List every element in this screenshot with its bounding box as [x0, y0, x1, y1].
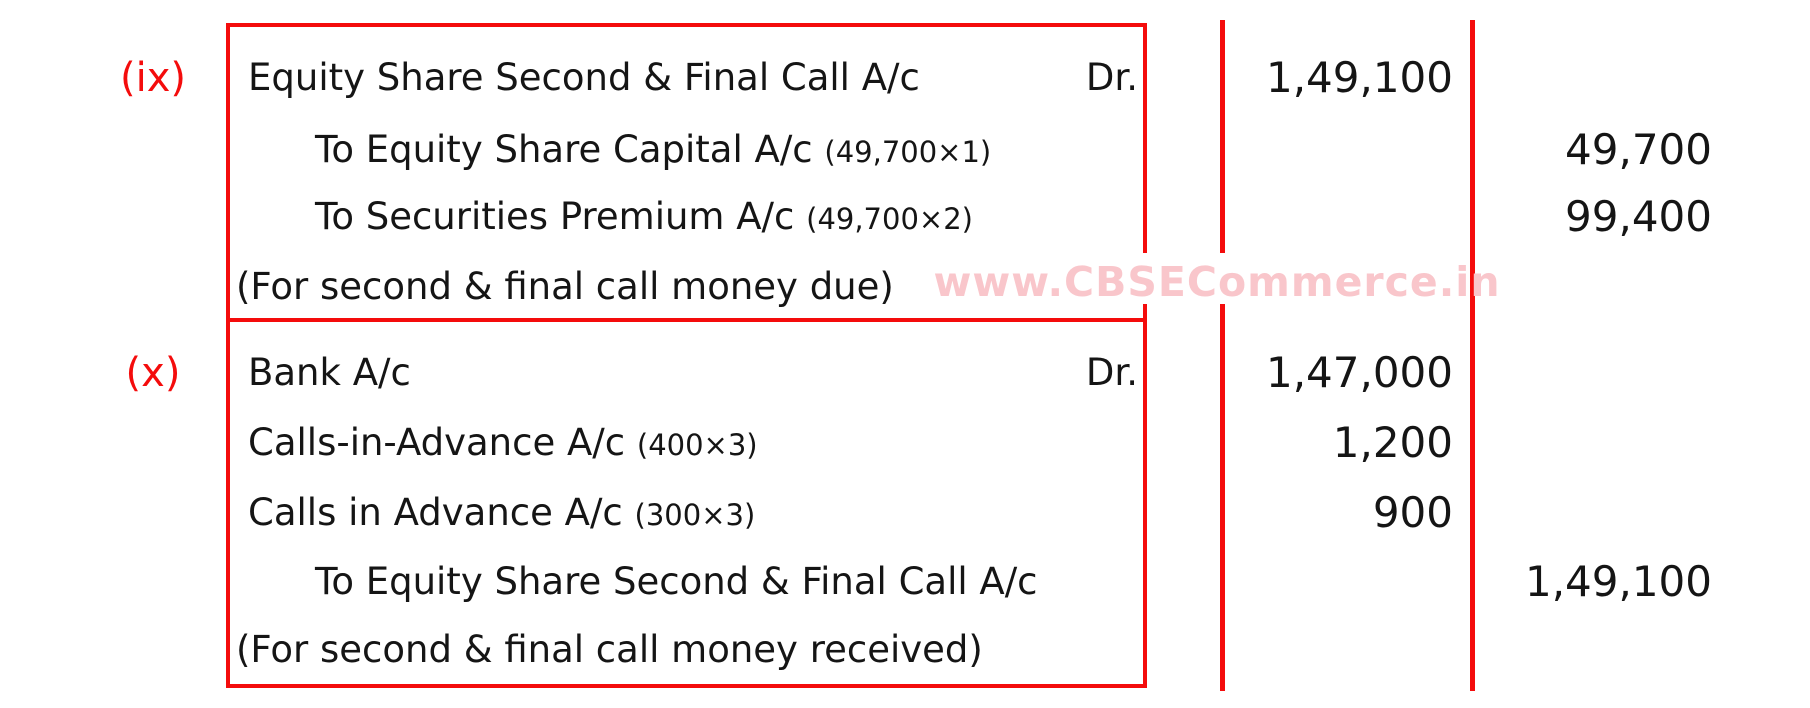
- entry-label-ix: (ix): [120, 55, 186, 101]
- journal-row: To Equity Share Second & Final Call A/c …: [0, 556, 1810, 608]
- journal-row: Calls in Advance A/c (300×3) 900: [0, 487, 1810, 539]
- particulars-text: To Securities Premium A/c (49,700×2): [315, 191, 973, 243]
- debit-column-right-rule: [1470, 20, 1475, 691]
- particulars-text: Calls-in-Advance A/c (400×3): [248, 417, 758, 469]
- calculation-note: (400×3): [636, 428, 758, 462]
- particulars-text: Equity Share Second & Final Call A/c: [248, 56, 920, 99]
- dr-marker: Dr.: [1085, 351, 1138, 394]
- account-name: To Securities Premium A/c: [315, 195, 795, 238]
- journal-row: To Equity Share Capital A/c (49,700×1) 4…: [0, 124, 1810, 176]
- journal-row: To Securities Premium A/c (49,700×2) 99,…: [0, 191, 1810, 243]
- account-name: To Equity Share Capital A/c: [315, 128, 813, 171]
- credit-amount: 49,700: [1565, 125, 1712, 174]
- journal-row: Bank A/c Dr. 1,47,000: [0, 347, 1810, 399]
- calculation-note: (300×3): [634, 498, 756, 532]
- account-name: Calls-in-Advance A/c: [248, 421, 626, 464]
- watermark: www.CBSECommerce.in: [933, 253, 1500, 306]
- dr-marker: Dr.: [1085, 56, 1138, 99]
- particulars-text: Bank A/c: [248, 351, 411, 394]
- journal-row: Calls-in-Advance A/c (400×3) 1,200: [0, 417, 1810, 469]
- credit-amount: 1,49,100: [1524, 557, 1712, 606]
- particulars-text: To Equity Share Capital A/c (49,700×1): [315, 124, 991, 176]
- watermark-text: www.CBSECommerce.in: [933, 257, 1501, 306]
- debit-amount: 1,47,000: [1265, 348, 1453, 397]
- narration-text: (For second & final call money due): [236, 265, 894, 308]
- calculation-note: (49,700×1): [824, 135, 992, 169]
- credit-amount: 99,400: [1565, 192, 1712, 241]
- debit-amount: 1,200: [1332, 418, 1453, 467]
- entry-x-box: [226, 318, 1147, 688]
- narration-text: (For second & final call money received): [236, 628, 983, 671]
- debit-amount: 1,49,100: [1265, 53, 1453, 102]
- calculation-note: (49,700×2): [806, 202, 973, 236]
- journal-row: (For second & final call money received): [0, 624, 1810, 676]
- journal-row: (For second & final call money due): [0, 261, 1810, 313]
- debit-column-left-rule: [1220, 20, 1225, 691]
- particulars-text: To Equity Share Second & Final Call A/c: [315, 560, 1038, 603]
- particulars-text: Calls in Advance A/c (300×3): [248, 487, 755, 539]
- journal-row: Equity Share Second & Final Call A/c Dr.…: [0, 52, 1810, 104]
- debit-amount: 900: [1372, 488, 1453, 537]
- account-name: Calls in Advance A/c: [248, 491, 623, 534]
- entry-label-x: (x): [125, 350, 181, 396]
